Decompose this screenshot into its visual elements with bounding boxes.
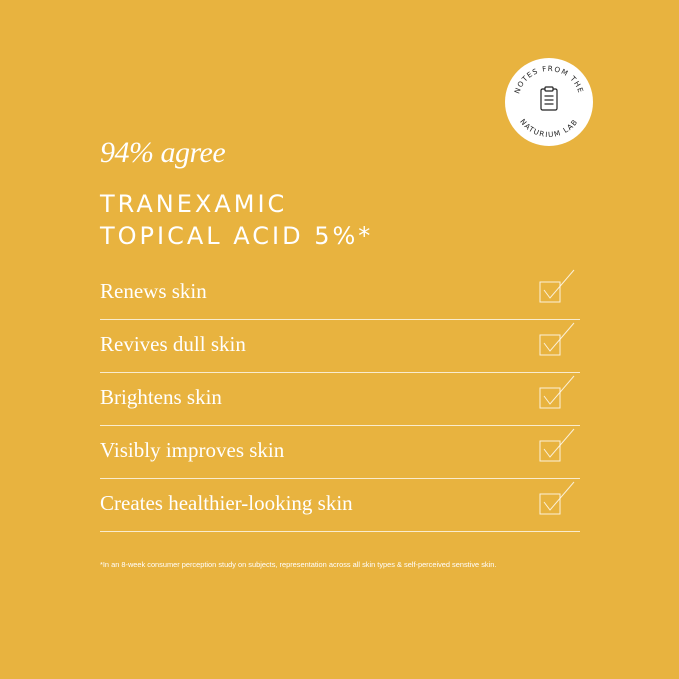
claim-row: Renews skin — [100, 267, 580, 320]
product-title: TRANEXAMIC TOPICAL ACID 5%* — [100, 188, 373, 252]
claim-row: Revives dull skin — [100, 320, 580, 373]
claims-list: Renews skin Revives dull skin Brightens … — [100, 267, 580, 532]
notes-from-lab-badge: NOTES FROM THE NATURIUM LAB — [505, 58, 593, 146]
checkbox-checked-icon — [539, 322, 575, 356]
claim-row: Visibly improves skin — [100, 426, 580, 479]
footnote: *In an 8-week consumer perception study … — [100, 560, 497, 569]
product-title-line-1: TRANEXAMIC — [100, 190, 288, 218]
checkbox-checked-icon — [539, 428, 575, 462]
claim-label: Revives dull skin — [100, 332, 246, 356]
clipboard-icon — [540, 86, 558, 111]
claim-row: Creates healthier-looking skin — [100, 479, 580, 532]
product-title-line-2: TOPICAL ACID 5%* — [100, 222, 374, 250]
claim-row: Brightens skin — [100, 373, 580, 426]
claim-label: Renews skin — [100, 279, 207, 303]
checkbox-checked-icon — [539, 269, 575, 303]
claim-label: Visibly improves skin — [100, 438, 285, 462]
claim-label: Creates healthier-looking skin — [100, 491, 353, 515]
checkbox-checked-icon — [539, 375, 575, 409]
claim-label: Brightens skin — [100, 385, 222, 409]
headline: 94% agree — [100, 136, 226, 169]
checkbox-checked-icon — [539, 481, 575, 515]
